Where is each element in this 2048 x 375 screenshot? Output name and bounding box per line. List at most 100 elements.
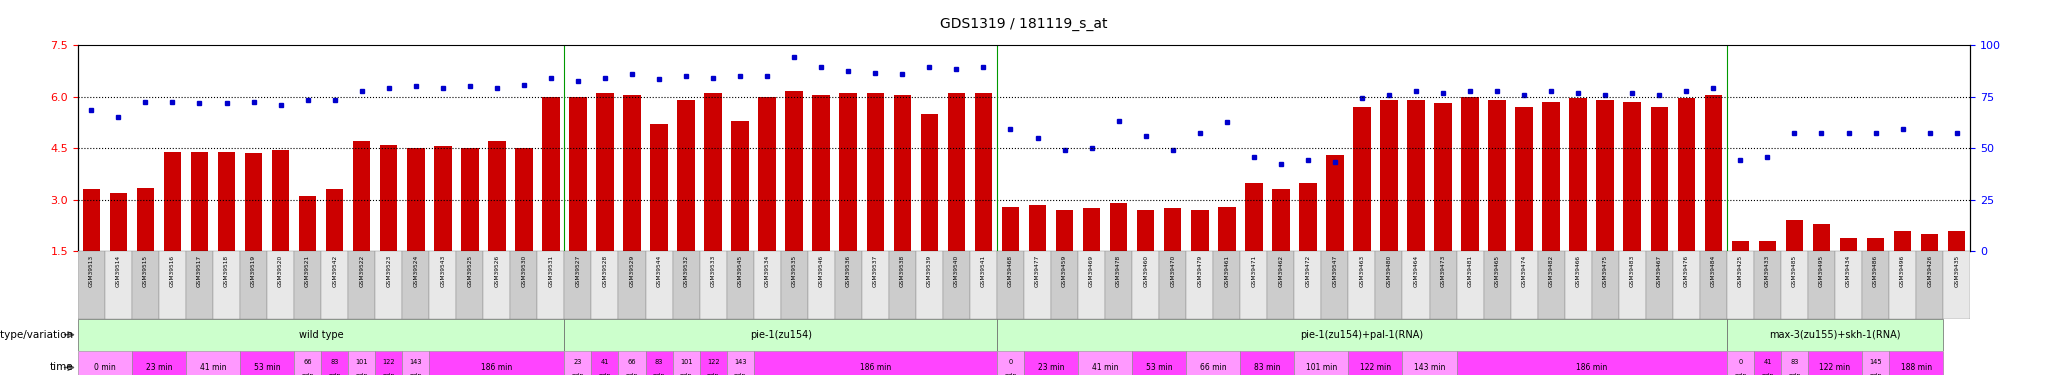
Bar (1110, 203, 1126, 251)
Text: min: min (383, 373, 395, 375)
Bar (213, 251, 240, 319)
Bar (1677, 98, 1696, 251)
Text: min: min (301, 373, 313, 375)
Bar (78, 319, 565, 351)
Text: GSM39513: GSM39513 (88, 255, 94, 287)
Bar (866, 93, 885, 251)
Bar (1057, 210, 1073, 251)
Text: GSM39539: GSM39539 (928, 255, 932, 287)
Bar (186, 251, 213, 319)
Bar (295, 351, 322, 375)
Bar (1704, 95, 1722, 251)
Bar (1835, 251, 1862, 319)
Bar (889, 251, 915, 319)
Text: pie-1(zu154): pie-1(zu154) (750, 330, 811, 340)
Text: 186 min: 186 min (860, 363, 891, 372)
Text: GSM39547: GSM39547 (1333, 255, 1337, 287)
Bar (401, 251, 430, 319)
Text: 53 min: 53 min (254, 363, 281, 372)
Text: min: min (707, 373, 719, 375)
Bar (1651, 107, 1667, 251)
Bar (326, 189, 344, 251)
Bar (975, 93, 991, 251)
Text: GSM39543: GSM39543 (440, 255, 444, 287)
Bar (1294, 351, 1348, 375)
Text: GSM39469: GSM39469 (1090, 255, 1094, 287)
Bar (322, 251, 348, 319)
Bar (322, 351, 348, 375)
Bar (434, 146, 451, 251)
Text: GSM39538: GSM39538 (899, 255, 905, 287)
Text: GSM39522: GSM39522 (358, 255, 365, 287)
Text: 66: 66 (629, 359, 637, 365)
Bar (1192, 210, 1208, 251)
Text: GSM39542: GSM39542 (332, 255, 338, 287)
Bar (1489, 100, 1505, 251)
Text: GSM39464: GSM39464 (1413, 255, 1419, 287)
Bar (1462, 97, 1479, 251)
Text: min: min (410, 373, 422, 375)
Bar (375, 351, 401, 375)
Bar (705, 93, 721, 251)
Bar (1888, 351, 1944, 375)
Bar (1133, 251, 1159, 319)
Bar (678, 100, 694, 251)
Text: GSM39514: GSM39514 (117, 255, 121, 287)
Bar (430, 251, 457, 319)
Text: GSM39470: GSM39470 (1169, 255, 1176, 287)
Text: GSM39433: GSM39433 (1765, 255, 1769, 287)
Text: GSM39459: GSM39459 (1063, 255, 1067, 287)
Text: GSM39496: GSM39496 (1901, 255, 1905, 287)
Bar (651, 124, 668, 251)
Bar (1538, 251, 1565, 319)
Text: 186 min: 186 min (1577, 363, 1608, 372)
Text: min: min (1004, 373, 1016, 375)
Bar (186, 351, 240, 375)
Text: 83: 83 (655, 359, 664, 365)
Text: GSM39463: GSM39463 (1360, 255, 1364, 287)
Text: GSM39476: GSM39476 (1683, 255, 1690, 287)
Text: GSM39537: GSM39537 (872, 255, 879, 287)
Bar (813, 95, 829, 251)
Bar (1403, 251, 1430, 319)
Bar (1786, 220, 1802, 251)
Bar (836, 251, 862, 319)
Text: GSM39434: GSM39434 (1845, 255, 1851, 287)
Bar (1298, 183, 1317, 251)
Text: min: min (680, 373, 692, 375)
Bar (1434, 104, 1452, 251)
Text: time: time (49, 363, 74, 372)
Bar (1051, 251, 1077, 319)
Text: GSM39426: GSM39426 (1927, 255, 1931, 287)
Bar (1403, 351, 1456, 375)
Bar (1163, 208, 1182, 251)
Text: min: min (1735, 373, 1747, 375)
Text: GSM39531: GSM39531 (549, 255, 553, 287)
Text: 66: 66 (303, 359, 311, 365)
Text: 83: 83 (1790, 359, 1798, 365)
Bar (246, 153, 262, 251)
Text: GDS1319 / 181119_s_at: GDS1319 / 181119_s_at (940, 17, 1108, 31)
Bar (731, 121, 750, 251)
Bar (1839, 237, 1858, 251)
Bar (645, 351, 672, 375)
Text: 83: 83 (330, 359, 338, 365)
Text: GSM39478: GSM39478 (1116, 255, 1120, 287)
Text: min: min (1788, 373, 1800, 375)
Bar (1001, 207, 1020, 251)
Bar (240, 251, 266, 319)
Bar (1241, 251, 1268, 319)
Text: 122: 122 (707, 359, 719, 365)
Bar (1597, 100, 1614, 251)
Bar (1159, 251, 1186, 319)
Text: min: min (1870, 373, 1882, 375)
Text: GSM39471: GSM39471 (1251, 255, 1255, 287)
Text: 41: 41 (1763, 359, 1772, 365)
Bar (758, 97, 776, 251)
Bar (1272, 189, 1290, 251)
Text: GSM39541: GSM39541 (981, 255, 985, 287)
Text: 143 min: 143 min (1413, 363, 1446, 372)
Bar (299, 196, 315, 251)
Bar (1569, 98, 1587, 251)
Text: min: min (733, 373, 745, 375)
